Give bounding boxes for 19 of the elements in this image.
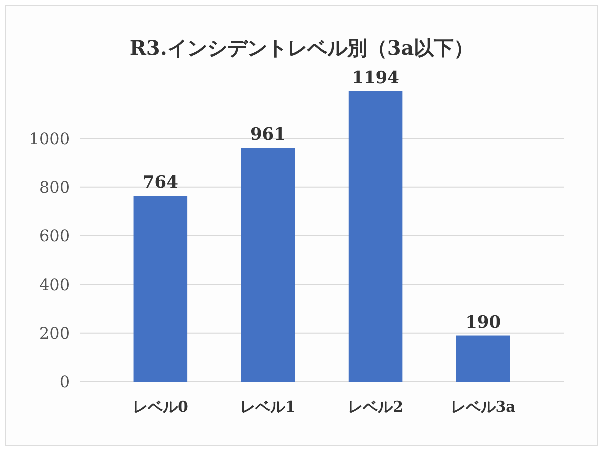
- y-tick-label: 0: [60, 372, 70, 392]
- bar: [456, 336, 510, 382]
- y-tick-label: 1000: [29, 129, 70, 148]
- y-tick-label: 800: [39, 178, 70, 197]
- data-label: 1194: [352, 68, 400, 88]
- bar: [241, 148, 296, 382]
- y-tick-label: 600: [39, 226, 70, 246]
- x-tick-label: レベル0: [132, 398, 188, 416]
- bar: [348, 91, 403, 382]
- data-label: 190: [466, 312, 502, 333]
- y-tick-label: 400: [39, 275, 70, 294]
- y-tick-label: 200: [39, 324, 70, 343]
- data-label: 764: [142, 173, 179, 194]
- x-tick-label: レベル1: [240, 398, 296, 416]
- bar: [134, 196, 188, 382]
- x-tick-label: レベル2: [348, 398, 404, 416]
- data-label: 961: [250, 125, 286, 146]
- x-tick-label: レベル3a: [450, 398, 516, 416]
- chart-title: R3.インシデントレベル別（3a以下）: [130, 36, 474, 60]
